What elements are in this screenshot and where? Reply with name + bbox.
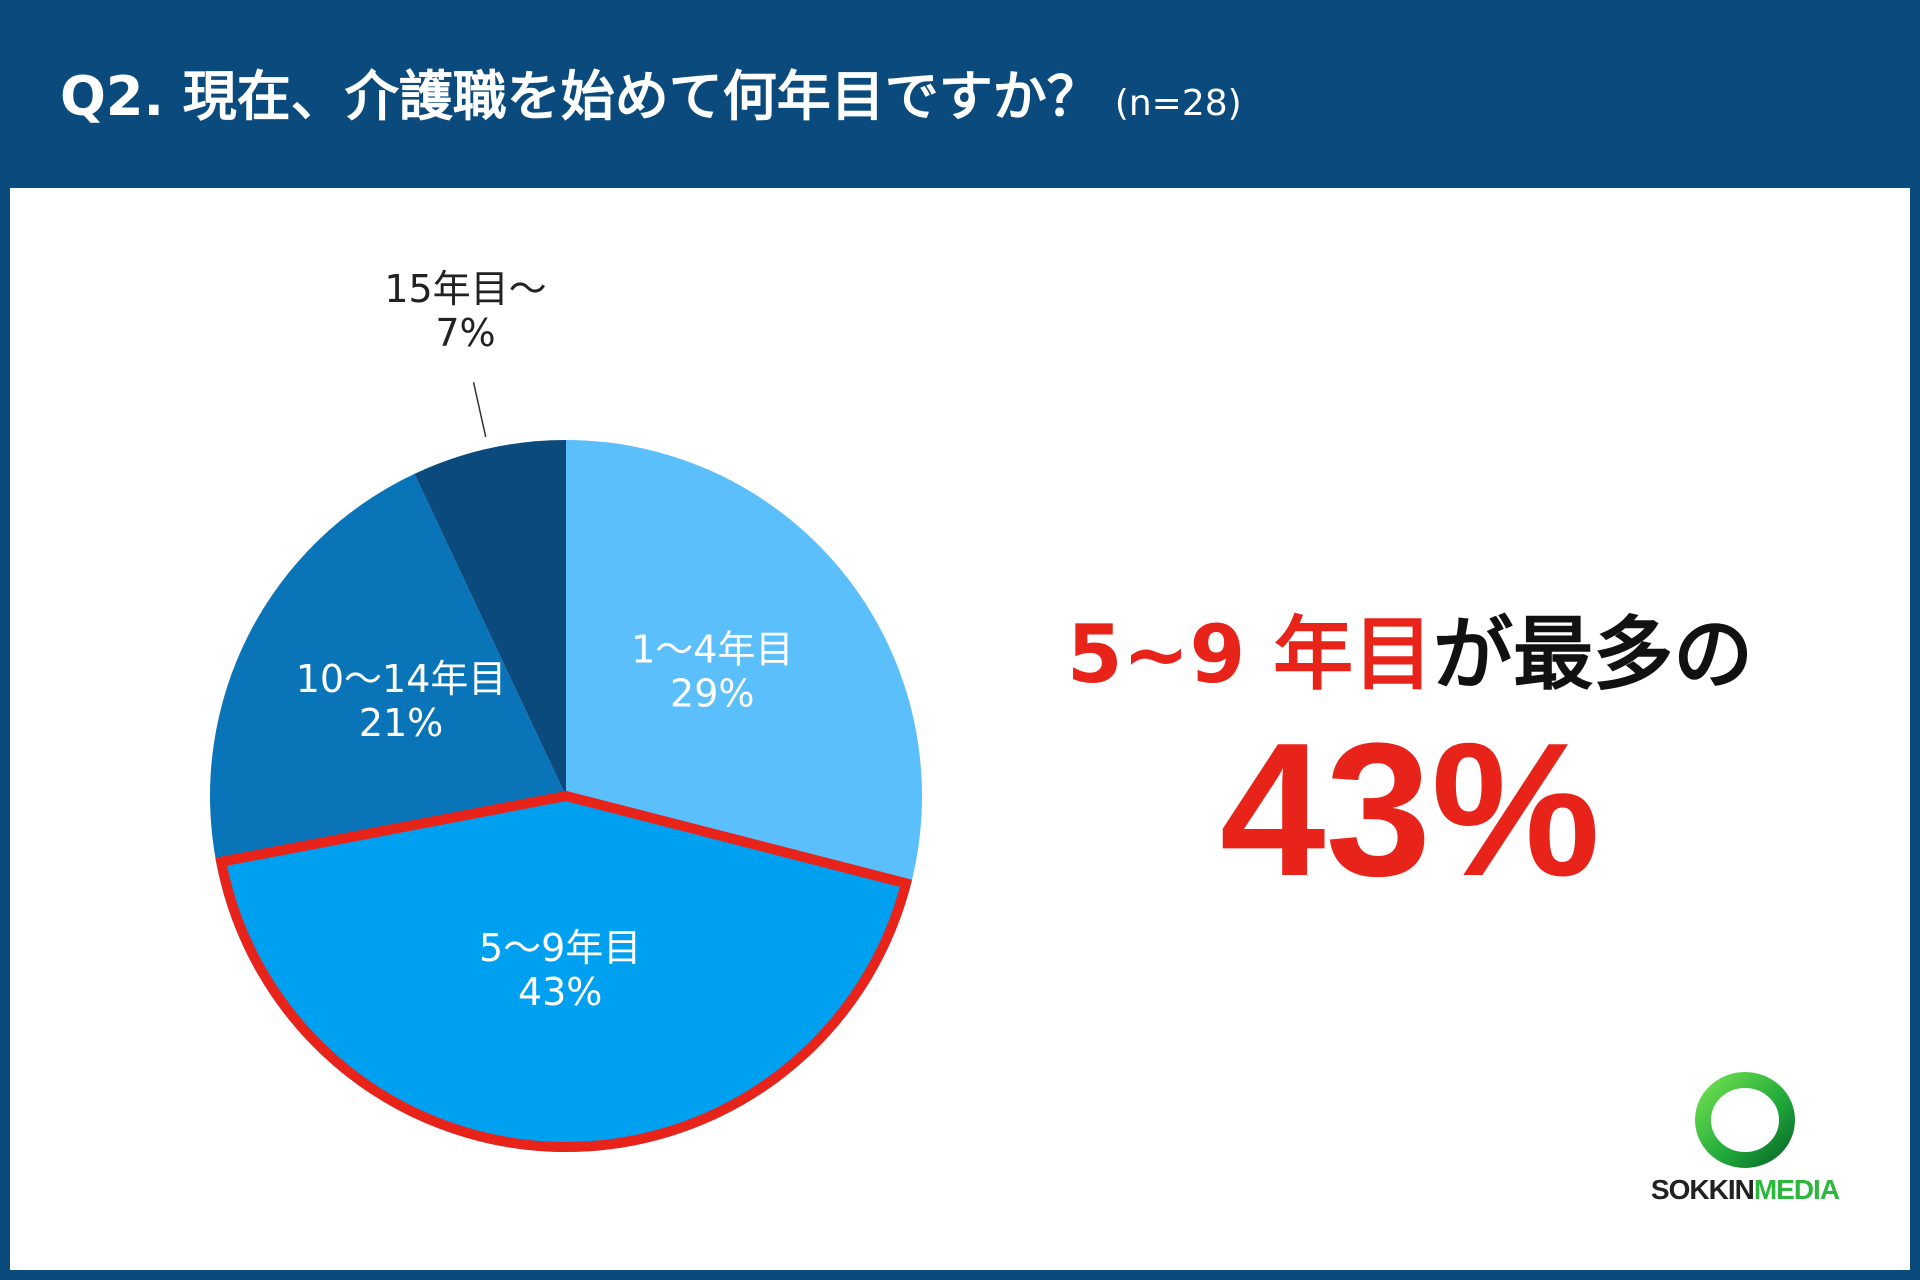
ring-logo-icon <box>1695 1072 1795 1168</box>
slice-label-1-4: 1〜4年目 <box>631 628 793 672</box>
sample-size: (n=28) <box>1114 83 1242 124</box>
slice-value-1-4: 29% <box>670 672 754 716</box>
slice-label-5-9: 5〜9年目 <box>479 926 641 970</box>
leader-line <box>472 382 487 438</box>
slice-value-10-14: 21% <box>359 701 443 745</box>
pie-slice-3 <box>210 473 566 863</box>
logo-text-sokkin: SOKKIN <box>1650 1174 1755 1205</box>
pie-slice-1 <box>566 440 922 885</box>
highlight-callout: 5~9 年目が最多の 43% <box>1040 590 1780 915</box>
slice-value-5-9: 43% <box>518 970 602 1014</box>
page-title: Q2. 現在、介護職を始めて何年目ですか？ (n=28) <box>60 52 1242 131</box>
callout-value: 43% <box>1219 704 1601 916</box>
pie-slice-highlight-outline <box>215 790 913 1152</box>
callout-suffix: が最多の <box>1433 608 1754 701</box>
slice-label-10-14: 10〜14年目 <box>296 657 507 701</box>
header-bar: Q2. 現在、介護職を始めて何年目ですか？ (n=28) <box>0 0 1920 186</box>
pie-slice-2 <box>216 796 911 1153</box>
question-text: Q2. 現在、介護職を始めて何年目ですか？ <box>60 65 1101 128</box>
slice-label-15: 15年目〜 <box>384 267 546 311</box>
sokkin-media-logo: SOKKINMEDIA <box>1640 1070 1850 1206</box>
slice-value-15: 7% <box>435 311 495 355</box>
logo-text-media: MEDIA <box>1753 1174 1840 1205</box>
pie-slice-4 <box>414 440 566 796</box>
callout-category: 5~9 年目 <box>1066 608 1434 701</box>
